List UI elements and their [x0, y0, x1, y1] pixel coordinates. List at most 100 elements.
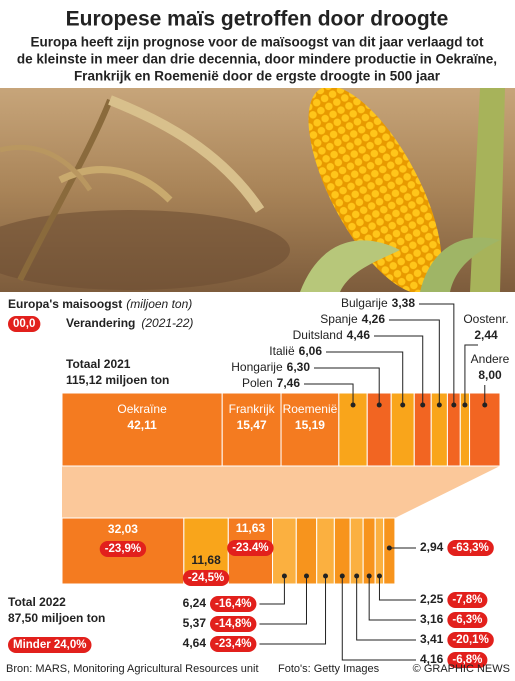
change-label: -24,5% [188, 572, 224, 584]
leader-line [368, 576, 416, 621]
leader-dot [451, 402, 457, 408]
category-label: Andere [471, 352, 510, 366]
leader-line [314, 367, 380, 405]
leader-dot [420, 402, 426, 408]
change-label: -20,1% [452, 634, 488, 646]
change-label-bg [210, 596, 257, 612]
leader-line [464, 344, 478, 405]
change-label-bg [447, 540, 494, 556]
leader-line [356, 576, 416, 641]
category-label: Oostenr. [463, 312, 508, 326]
leader-line [341, 576, 416, 661]
legend-change-period: (2021-22) [141, 316, 193, 330]
value-label: 3,16 [420, 612, 444, 626]
change-label: -23.4% [232, 542, 268, 554]
photo [0, 88, 515, 292]
value-label: 6,30 [287, 360, 311, 374]
change-label-bg [182, 570, 230, 586]
leader-dot [354, 573, 360, 579]
leader-dot [350, 402, 356, 408]
change-label: -7,8% [452, 594, 482, 606]
leader-line [259, 576, 285, 605]
total-value: 115,12 miljoen ton [66, 373, 169, 387]
legend-unit: (miljoen ton) [126, 297, 192, 311]
leader-line [378, 576, 416, 601]
leader-dot [482, 402, 488, 408]
leader-dot [281, 573, 287, 579]
change-label-bg [210, 616, 257, 632]
change-label: -23,4% [215, 638, 251, 650]
total-label: Total 2022 [8, 595, 66, 609]
value-label: 15,19 [295, 418, 325, 432]
value-label: 5,37 [183, 616, 207, 630]
leader-line [374, 335, 424, 405]
leader-dot [462, 402, 468, 408]
category-label: Frankrijk [229, 402, 276, 416]
change-label: -23,9% [105, 543, 141, 555]
title: Europese maïs getroffen door droogte [66, 8, 449, 31]
category-label: Oekraïne [117, 402, 167, 416]
change-label: -6,3% [452, 614, 482, 626]
change-label: -6,8% [452, 654, 482, 666]
category-label: Polen [242, 376, 273, 390]
bar-segment [61, 517, 185, 585]
legend-change-bg [8, 316, 41, 332]
copyright: © GRAPHIC NEWS [413, 663, 510, 675]
leader-line [304, 383, 354, 405]
subtitle: de kleinste in meer dan drie decennia, d… [17, 52, 497, 67]
leader-line [419, 303, 455, 405]
category-label: Duitsland [293, 328, 343, 342]
value-label: 32,03 [108, 522, 138, 536]
change-label-bg [99, 541, 147, 557]
legend-title: Europa's maisoogst [8, 297, 122, 311]
value-label: 8,00 [478, 368, 502, 382]
connector [62, 466, 500, 518]
change-label-bg [210, 636, 257, 652]
value-label: 6,06 [299, 344, 323, 358]
bar-segment [221, 392, 282, 467]
leader-dot [366, 573, 372, 579]
source: Bron: MARS, Monitoring Agricultural Reso… [6, 663, 259, 675]
bar-segment [280, 392, 340, 467]
category-label: Bulgarije [341, 296, 388, 310]
leader-dot [436, 402, 442, 408]
leader-dot [386, 545, 392, 551]
leader-line [259, 576, 327, 645]
category-label: Italië [269, 344, 295, 358]
subtitle: Europa heeft zijn prognose voor de maïso… [30, 35, 484, 50]
leader-line [326, 351, 404, 405]
leader-line [259, 576, 307, 625]
value-label: 11,68 [191, 553, 221, 567]
value-label: 4,46 [347, 328, 371, 342]
leader-line [389, 319, 440, 405]
legend-change: 00,0 [13, 318, 35, 330]
change-label: -14,8% [215, 618, 251, 630]
bar-segment [383, 517, 396, 585]
subtitle: Frankrijk en Roemenië door de ergste dro… [74, 69, 441, 84]
value-label: 2,94 [420, 540, 444, 554]
value-label: 4,16 [420, 652, 444, 666]
change-label-bg [447, 632, 494, 648]
value-label: 11,63 [236, 521, 266, 535]
value-label: 4,64 [183, 636, 207, 650]
change-label-bg [447, 612, 488, 628]
total-label: Totaal 2021 [66, 357, 131, 371]
change-label-bg [447, 652, 488, 668]
category-label: Hongarije [231, 360, 283, 374]
value-label: 3,38 [392, 296, 416, 310]
total-value: 87,50 miljoen ton [8, 611, 105, 625]
leader-dot [400, 402, 406, 408]
value-label: 2,44 [474, 328, 498, 342]
leader-dot [339, 573, 345, 579]
total-change-bg [8, 637, 92, 653]
leader-dot [376, 402, 382, 408]
category-label: Spanje [320, 312, 358, 326]
value-label: 6,24 [183, 596, 207, 610]
leader-dot [323, 573, 329, 579]
value-label: 4,26 [362, 312, 386, 326]
value-label: 2,25 [420, 592, 444, 606]
change-label: -63,3% [452, 542, 488, 554]
value-label: 42,11 [127, 418, 157, 432]
change-label: -16,4% [215, 598, 251, 610]
